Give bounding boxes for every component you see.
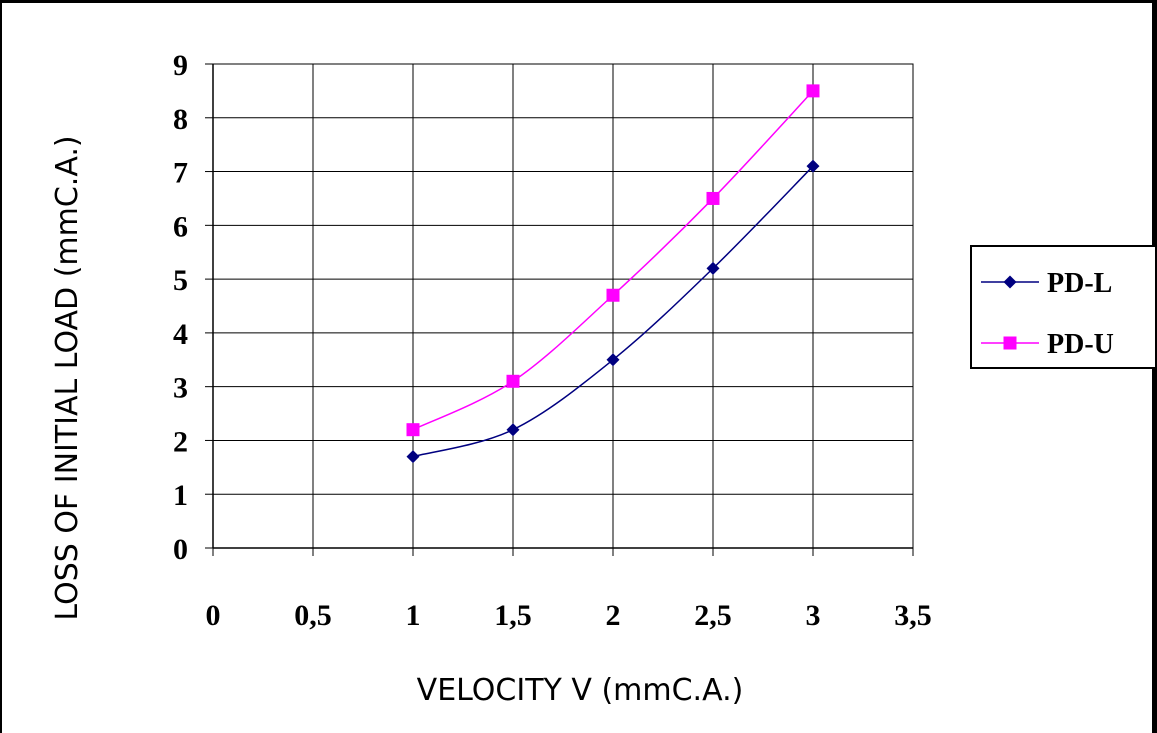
data-point-pd-l <box>406 450 420 464</box>
legend-item-pd-l: PD-L <box>981 268 1112 299</box>
x-tick-label: 1,5 <box>494 599 532 632</box>
y-tick-label: 0 <box>173 533 188 566</box>
legend-label-pd-u: PD-U <box>1047 329 1114 360</box>
legend-item-pd-u: PD-U <box>981 329 1114 360</box>
series-markers <box>406 84 820 464</box>
legend-marker-pd-u <box>1003 336 1017 350</box>
x-tick-label: 3 <box>806 599 821 632</box>
legend: PD-L PD-U <box>970 245 1157 369</box>
data-point-pd-l <box>706 261 720 275</box>
y-tick-labels: 0 1 2 3 4 5 6 7 8 9 <box>173 49 188 566</box>
y-tick-label: 7 <box>173 157 188 190</box>
data-point-pd-l <box>806 159 820 173</box>
y-tick-label: 5 <box>173 264 188 297</box>
data-point-pd-u <box>506 374 520 388</box>
data-point-pd-u <box>706 191 720 205</box>
y-tick-label: 4 <box>173 318 188 351</box>
x-axis-title: VELOCITY V (mmC.A.) <box>417 673 744 708</box>
data-point-pd-l <box>506 423 520 437</box>
legend-marker-pd-l <box>1003 275 1017 289</box>
legend-label-pd-l: PD-L <box>1047 268 1112 299</box>
legend-box <box>970 245 1157 369</box>
x-tick-label: 2 <box>606 599 621 632</box>
data-point-pd-u <box>806 84 820 98</box>
x-tick-label: 0,5 <box>294 599 332 632</box>
y-tick-label: 9 <box>173 49 188 82</box>
data-point-pd-u <box>406 423 420 437</box>
data-point-pd-l <box>606 353 620 367</box>
data-point-pd-u <box>606 288 620 302</box>
x-tick-label: 0 <box>206 599 221 632</box>
y-tick-label: 8 <box>173 103 188 136</box>
x-tick-label: 1 <box>406 599 421 632</box>
x-tick-label: 3,5 <box>894 599 932 632</box>
plot-area <box>212 63 914 549</box>
y-tick-label: 2 <box>173 425 188 458</box>
y-axis-title: LOSS OF INITIAL LOAD (mmC.A.) <box>50 135 85 620</box>
y-tick-label: 1 <box>173 479 188 512</box>
y-tick-label: 6 <box>173 210 188 243</box>
y-tick-label: 3 <box>173 372 188 405</box>
axes <box>205 63 914 556</box>
x-tick-labels: 0 0,5 1 1,5 2 2,5 3 3,5 <box>206 599 932 632</box>
x-tick-label: 2,5 <box>694 599 732 632</box>
gridlines <box>212 63 914 549</box>
